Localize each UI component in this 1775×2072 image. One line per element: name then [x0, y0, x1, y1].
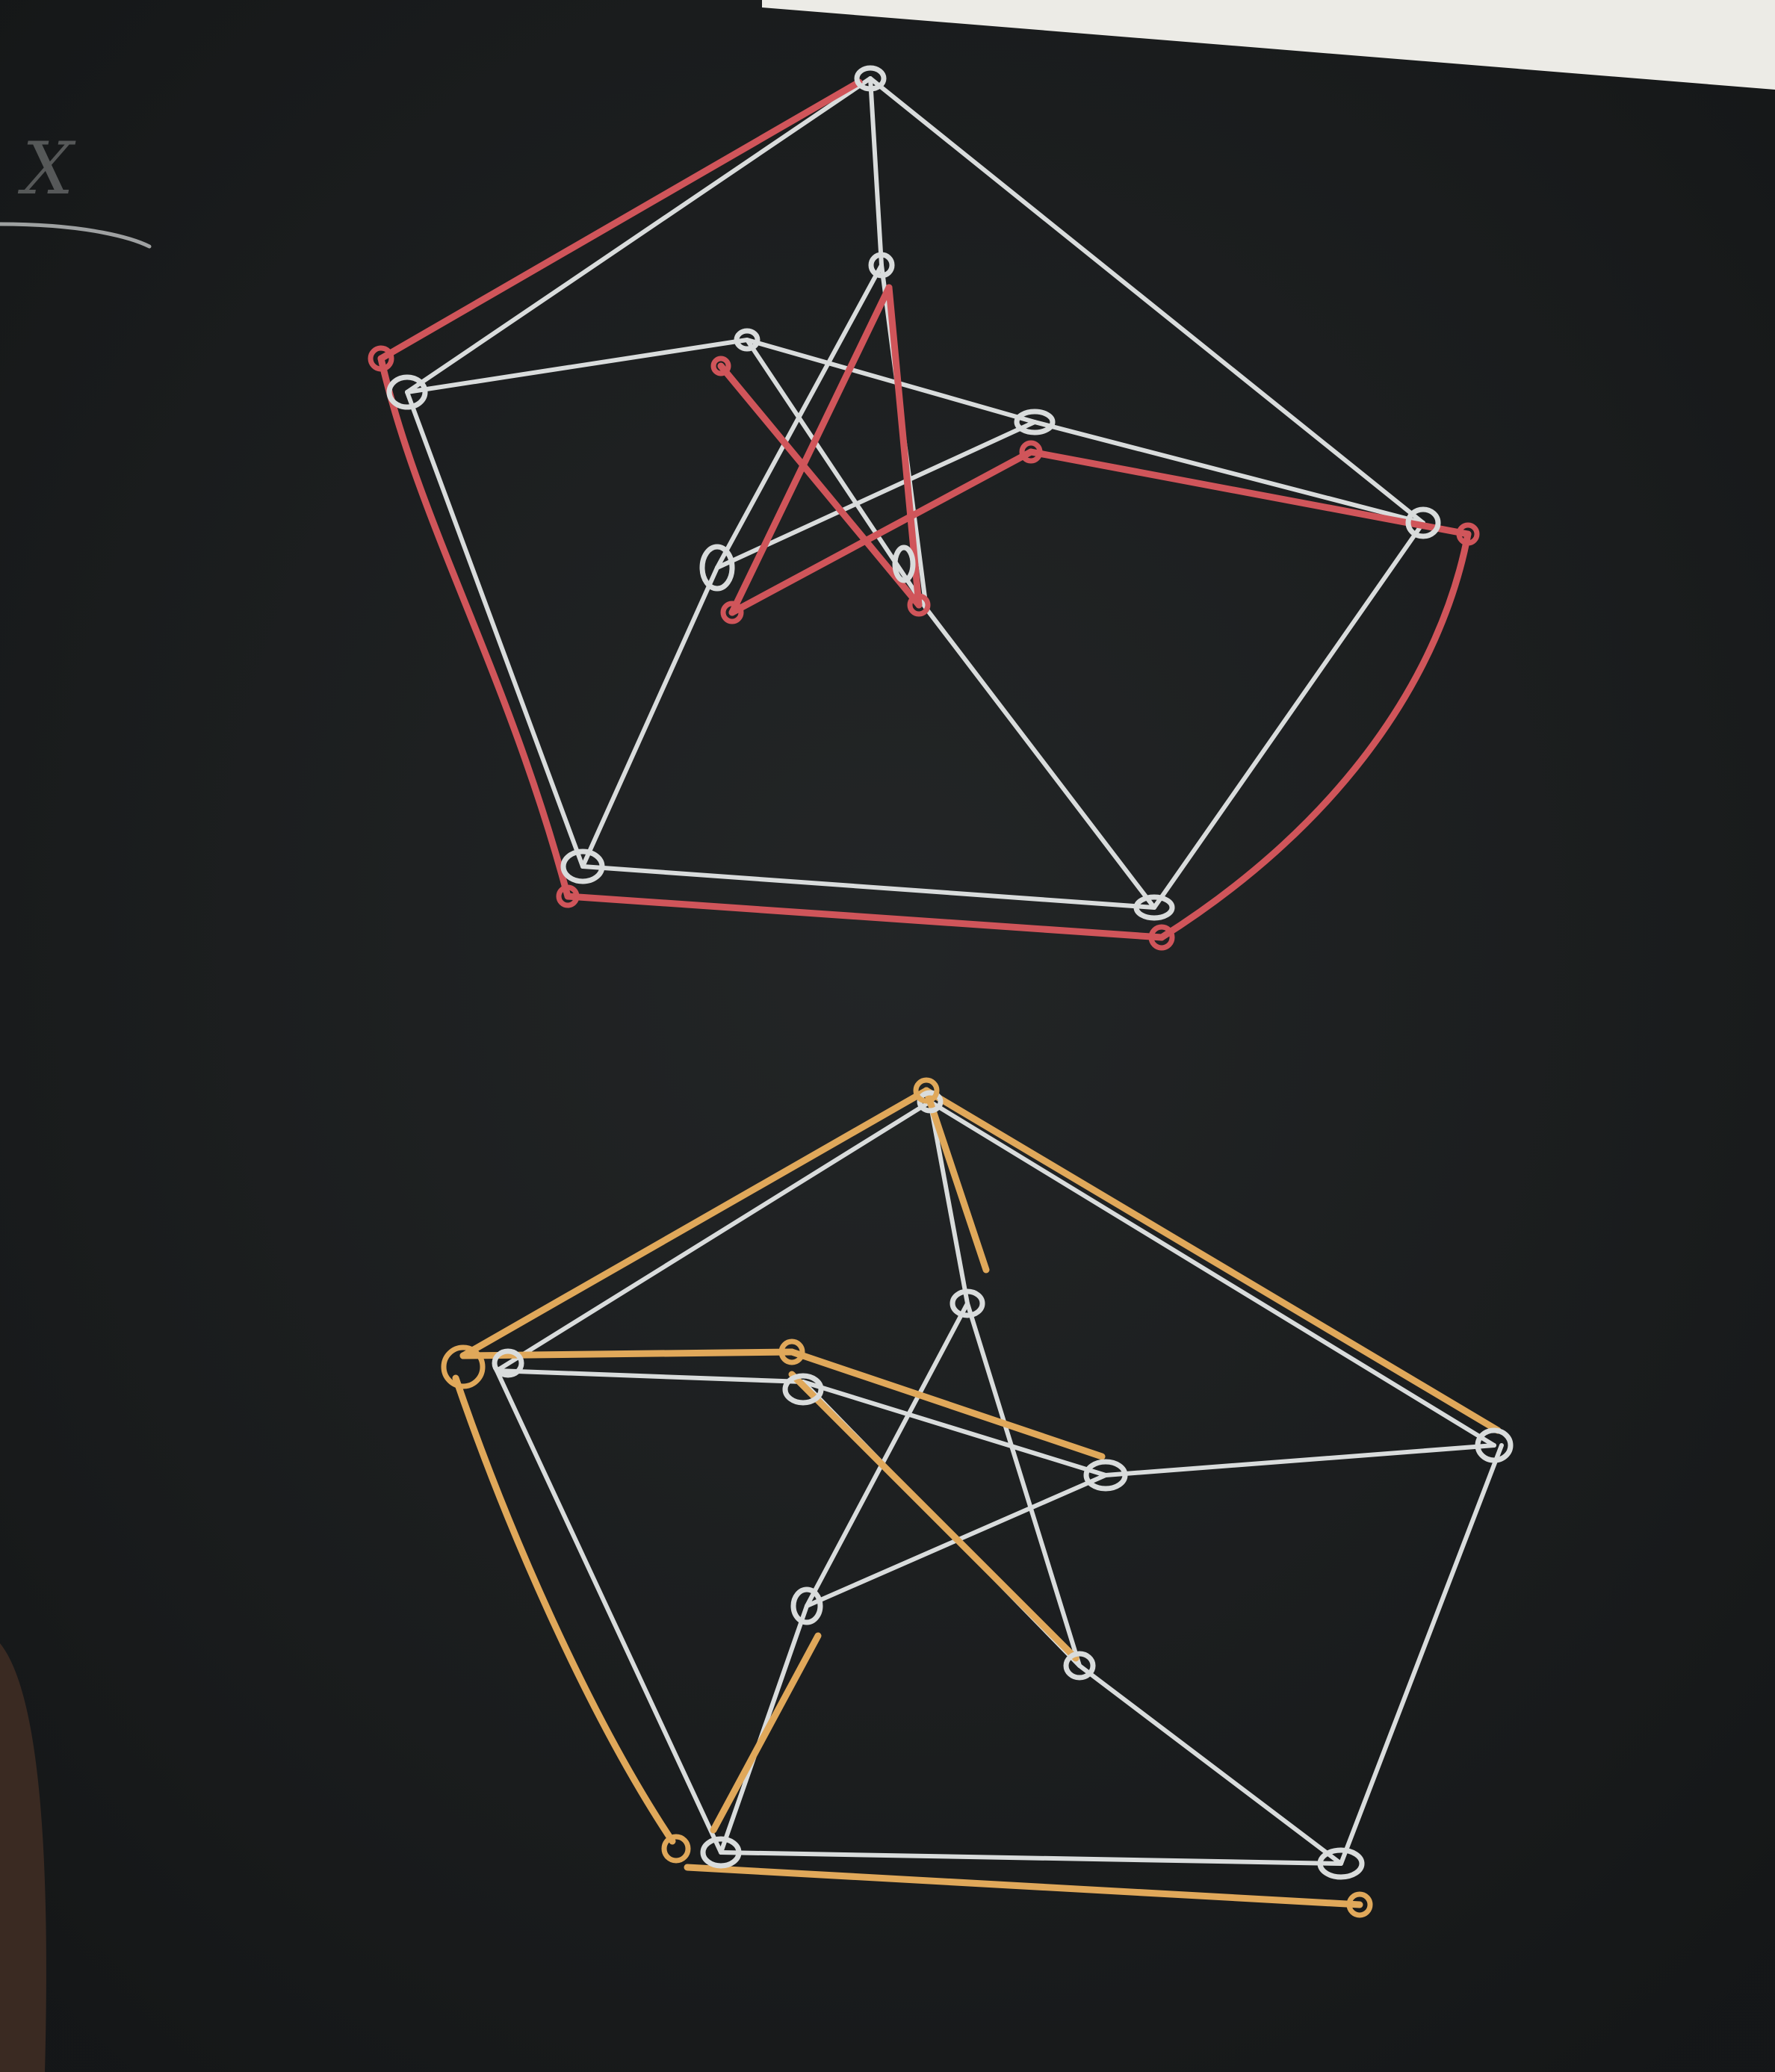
white-edges: [405, 76, 1425, 910]
edge: [580, 864, 1156, 910]
vertex: [441, 1344, 486, 1389]
vertex: [1019, 440, 1043, 464]
vertex: [368, 345, 394, 372]
orange-edge: [788, 1371, 1079, 1662]
edge: [405, 338, 749, 394]
vertex: [386, 374, 428, 410]
chalk-stroke: [0, 222, 152, 249]
edge: [495, 1099, 932, 1373]
vertex: [950, 1288, 985, 1318]
vertex: [1405, 506, 1441, 539]
vertex: [854, 65, 887, 92]
vertex: [1346, 1891, 1373, 1918]
edge: [495, 1368, 723, 1855]
vertex: [1456, 522, 1480, 546]
vertex: [782, 1373, 824, 1406]
white-nodes: [492, 1090, 1514, 1880]
red-nodes: [368, 345, 1480, 951]
edge: [1032, 420, 1425, 525]
vertex: [720, 601, 744, 624]
vertex: [734, 328, 761, 352]
edge: [965, 1301, 1082, 1668]
edge: [405, 76, 873, 394]
edge: [801, 1380, 1108, 1477]
edge: [1077, 1663, 1343, 1866]
red-edge: [377, 355, 571, 900]
red-edge: [564, 893, 1165, 941]
orange-edge: [923, 1087, 990, 1274]
edge: [1152, 521, 1425, 910]
edge: [719, 1850, 1343, 1866]
wall-edge: [762, 0, 1775, 90]
edge: [868, 76, 1425, 525]
red-cycle: [377, 78, 1472, 941]
edge: [928, 1099, 1496, 1448]
red-edge: [885, 284, 923, 609]
orange-edge: [788, 1348, 1106, 1460]
red-edge: [717, 362, 923, 609]
red-edge: [1158, 530, 1472, 941]
edge: [719, 1604, 809, 1855]
vertex: [907, 593, 931, 617]
vertex: [1133, 894, 1175, 921]
vertex: [560, 849, 605, 884]
orange-nodes: [441, 1077, 1373, 1918]
vertex: [661, 1834, 691, 1864]
edge: [715, 420, 1037, 570]
person-hair: [0, 1643, 46, 2072]
vertex: [700, 1836, 742, 1869]
edge: [405, 390, 585, 869]
vertex: [778, 1339, 805, 1365]
orange-edge: [459, 1087, 930, 1359]
edge: [805, 1301, 970, 1608]
orange-edge: [452, 1374, 676, 1845]
edge: [495, 1368, 805, 1384]
red-edge: [728, 448, 1035, 616]
vertex: [892, 545, 916, 583]
orange-edge: [684, 1864, 1363, 1908]
orange-cycle: [452, 1087, 1502, 1908]
vertex: [492, 1348, 524, 1378]
vertex: [913, 1077, 940, 1104]
vertex: [1063, 1651, 1096, 1681]
edge: [928, 1099, 970, 1306]
vertex: [1083, 1459, 1128, 1492]
vertex: [1475, 1427, 1514, 1463]
edge: [924, 607, 1156, 910]
red-edge: [728, 284, 893, 616]
vertex: [790, 1586, 823, 1625]
petersen-graph-orange-cycle: [441, 1077, 1514, 1918]
edge: [1103, 1443, 1496, 1477]
red-edge: [377, 78, 863, 362]
vertex: [1014, 409, 1056, 435]
edge: [868, 76, 884, 267]
vertex: [1148, 924, 1175, 951]
edge: [745, 338, 1037, 424]
vertex: [699, 544, 735, 592]
white-nodes: [386, 65, 1441, 921]
vertex: [710, 356, 731, 376]
orange-edge: [710, 1632, 822, 1834]
red-edge: [1027, 448, 1472, 538]
edge: [580, 565, 719, 869]
vertex: [868, 252, 895, 279]
orange-edge: [923, 1087, 1502, 1434]
edge: [1339, 1443, 1504, 1866]
petersen-graph-red-cycle: [368, 65, 1480, 951]
vertex: [1317, 1847, 1365, 1880]
vertex: [556, 884, 580, 908]
